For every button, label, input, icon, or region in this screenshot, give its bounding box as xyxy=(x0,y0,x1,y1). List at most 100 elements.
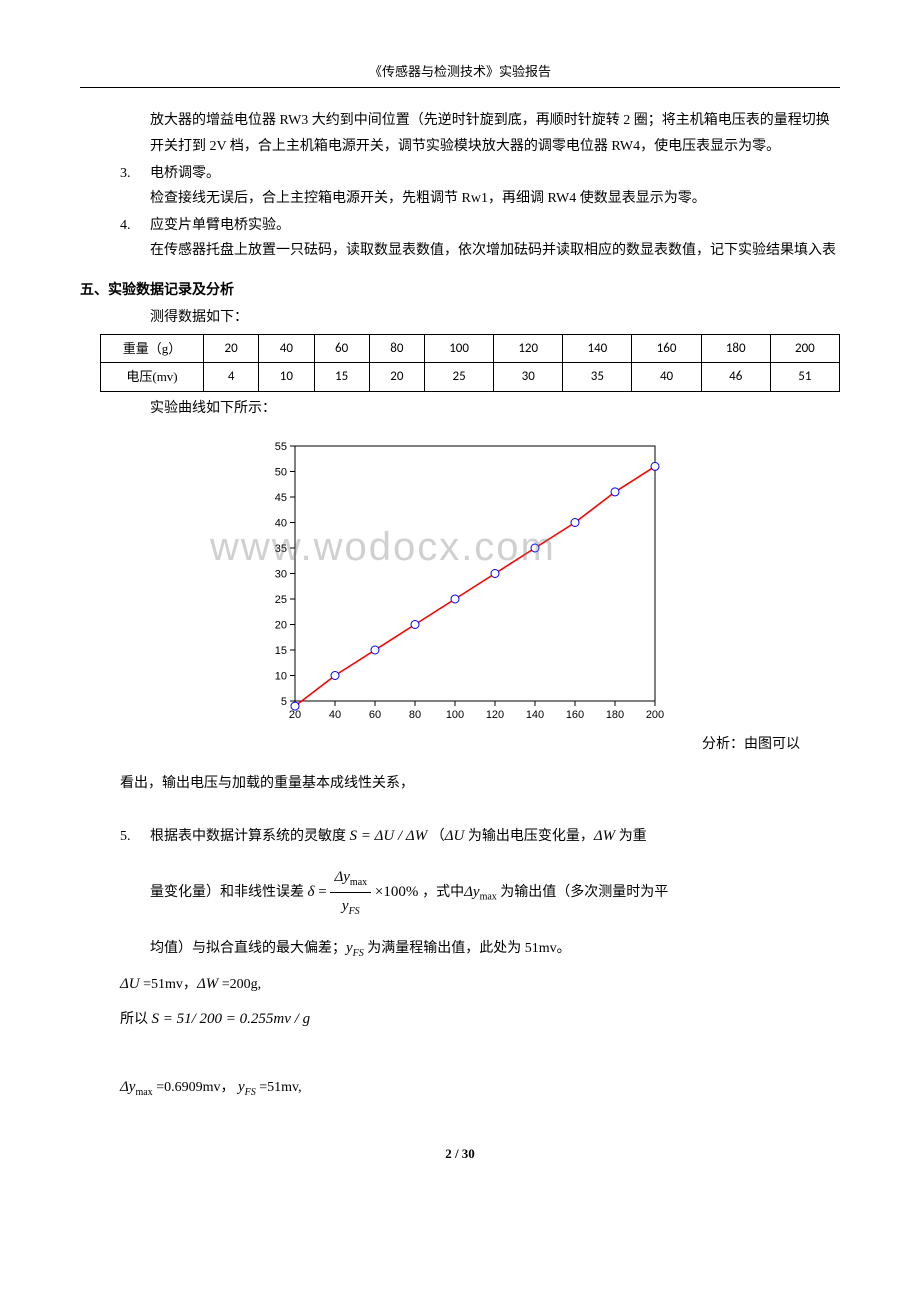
dymax2: Δy xyxy=(120,1079,135,1095)
frac-num-sub: max xyxy=(350,877,367,888)
calc-line-3: Δymax =0.6909mv， yFS =51mv, xyxy=(80,1074,840,1102)
pct: ×100% xyxy=(371,884,418,900)
delta-u: ΔU xyxy=(445,828,465,844)
step-3-body: 检查接线无误后，合上主控箱电源开关，先粗调节 Rw1，再细调 RW4 使数显表显… xyxy=(80,186,840,211)
frac-den-sub: FS xyxy=(349,906,360,917)
svg-text:140: 140 xyxy=(526,709,544,721)
table-cell: 30 xyxy=(494,363,563,391)
table-cell: 60 xyxy=(314,334,369,362)
yfs-val: =51mv, xyxy=(256,1080,302,1095)
s-result: S = 51/ 200 = 0.255mv / g xyxy=(152,1011,311,1027)
step-4-title: 应变片单臂电桥实验。 xyxy=(150,218,290,233)
table-cell: 25 xyxy=(425,363,494,391)
table-row: 重量（g） 20 40 60 80 100 120 140 160 180 20… xyxy=(101,334,840,362)
step-3: 3.电桥调零。 xyxy=(80,161,840,186)
table-row: 电压(mv) 4 10 15 20 25 30 35 40 46 51 xyxy=(101,363,840,391)
dymax-sub: max xyxy=(480,892,497,903)
step-4-num: 4. xyxy=(120,213,150,238)
svg-text:35: 35 xyxy=(275,543,287,555)
svg-text:40: 40 xyxy=(275,517,287,529)
svg-text:160: 160 xyxy=(566,709,584,721)
dymax-val: =0.6909mv， xyxy=(153,1080,235,1095)
step-5-num: 5. xyxy=(120,824,150,849)
table-cell: 180 xyxy=(701,334,770,362)
svg-text:180: 180 xyxy=(606,709,624,721)
frac-num: Δy xyxy=(334,869,349,885)
dw-sym: ΔW xyxy=(197,976,218,992)
step-4: 4.应变片单臂电桥实验。 xyxy=(80,213,840,238)
yfs2: y xyxy=(238,1079,245,1095)
svg-text:120: 120 xyxy=(486,709,504,721)
data-table: 重量（g） 20 40 60 80 100 120 140 160 180 20… xyxy=(100,334,840,392)
step-3-num: 3. xyxy=(120,161,150,186)
dymax: Δy xyxy=(464,884,479,900)
step-5-line1: 5.根据表中数据计算系统的灵敏度 S = ΔU / ΔW （ΔU 为输出电压变化… xyxy=(80,823,840,850)
table-cell: 4 xyxy=(204,363,259,391)
calc-line-1: ΔU =51mv，ΔW =200g, xyxy=(80,971,840,998)
step5-l1b: （ xyxy=(431,829,445,844)
step-4-body: 在传感器托盘上放置一只砝码，读取数显表数值，依次增加砝码并读取相应的数显表数值，… xyxy=(80,238,840,263)
dymax2-sub: max xyxy=(135,1087,152,1098)
table-cell: 80 xyxy=(369,334,424,362)
step-5-line3: 均值）与拟合直线的最大偏差；yFS 为满量程输出值，此处为 51mv。 xyxy=(80,935,840,963)
table-cell: 20 xyxy=(204,334,259,362)
svg-text:20: 20 xyxy=(289,709,301,721)
step-5-line2: 量变化量）和非线性误差 δ = Δymax yFS ×100% ，式中Δymax… xyxy=(80,864,840,921)
row1-label: 重量（g） xyxy=(101,334,204,362)
svg-text:55: 55 xyxy=(275,441,287,453)
step5-l2a: 量变化量）和非线性误差 xyxy=(150,885,308,900)
table-cell: 35 xyxy=(563,363,632,391)
yfs: y xyxy=(346,940,353,956)
page-footer: 2 / 30 xyxy=(80,1142,840,1165)
svg-text:15: 15 xyxy=(275,645,287,657)
svg-text:10: 10 xyxy=(275,670,287,682)
step5-l2b: ，式中 xyxy=(422,885,464,900)
delta-symbol: δ xyxy=(308,884,315,900)
table-cell: 15 xyxy=(314,363,369,391)
step5-l1d: 为重 xyxy=(615,829,647,844)
step-3-title: 电桥调零。 xyxy=(150,166,220,181)
table-cell: 120 xyxy=(494,334,563,362)
du-val: =51mv， xyxy=(140,977,197,992)
table-cell: 160 xyxy=(632,334,701,362)
delta-w: ΔW xyxy=(594,828,615,844)
so: 所以 xyxy=(120,1012,152,1027)
table-cell: 40 xyxy=(632,363,701,391)
du-sym: ΔU xyxy=(120,976,140,992)
fraction: Δymax yFS xyxy=(330,864,371,921)
svg-text:30: 30 xyxy=(275,568,287,580)
table-cell: 200 xyxy=(770,334,839,362)
svg-text:200: 200 xyxy=(646,709,664,721)
analysis-body: 看出，输出电压与加载的重量基本成线性关系， xyxy=(80,771,840,796)
section-5-sub: 测得数据如下： xyxy=(80,305,840,330)
step5-l1a: 根据表中数据计算系统的灵敏度 xyxy=(150,829,350,844)
table-cell: 46 xyxy=(701,363,770,391)
yfs-sub: FS xyxy=(353,948,364,959)
svg-text:40: 40 xyxy=(329,709,341,721)
nonlinear-formula: δ = Δymax yFS ×100% xyxy=(308,884,423,900)
row2-label: 电压(mv) xyxy=(101,363,204,391)
svg-text:80: 80 xyxy=(409,709,421,721)
chart-caption: 实验曲线如下所示： xyxy=(80,396,840,421)
page-header-title: 《传感器与检测技术》实验报告 xyxy=(80,60,840,88)
line-chart: 5101520253035404550552040608010012014016… xyxy=(250,431,670,731)
table-cell: 100 xyxy=(425,334,494,362)
table-cell: 20 xyxy=(369,363,424,391)
svg-text:25: 25 xyxy=(275,594,287,606)
frac-den: y xyxy=(342,898,349,914)
analysis-lead: 分析：由图可以 xyxy=(80,732,840,757)
step5-l1c: 为输出电压变化量， xyxy=(464,829,594,844)
table-cell: 40 xyxy=(259,334,314,362)
table-cell: 140 xyxy=(563,334,632,362)
table-cell: 10 xyxy=(259,363,314,391)
svg-text:20: 20 xyxy=(275,619,287,631)
svg-text:50: 50 xyxy=(275,466,287,478)
step5-l2c: 为输出值（多次测量时为平 xyxy=(497,885,669,900)
dw-val: =200g, xyxy=(218,977,261,992)
svg-text:60: 60 xyxy=(369,709,381,721)
svg-text:5: 5 xyxy=(281,696,287,708)
eq-sensitivity: S = ΔU / ΔW xyxy=(350,828,428,844)
table-cell: 51 xyxy=(770,363,839,391)
intro-paragraph: 放大器的增益电位器 RW3 大约到中间位置（先逆时针旋到底，再顺时针旋转 2 圈… xyxy=(80,108,840,158)
chart-container: 5101520253035404550552040608010012014016… xyxy=(250,431,670,731)
